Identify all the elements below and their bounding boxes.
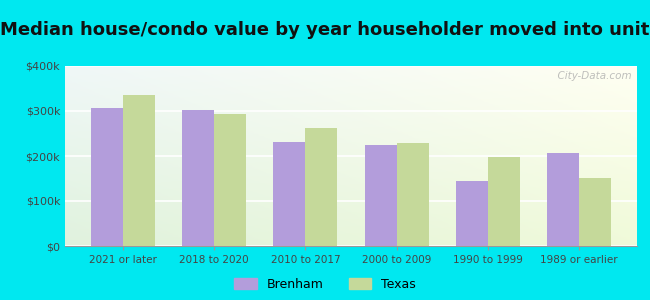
- Text: City-Data.com: City-Data.com: [551, 71, 631, 81]
- Bar: [182, 110, 214, 246]
- Bar: [306, 128, 337, 246]
- Bar: [274, 142, 305, 246]
- Bar: [365, 145, 396, 246]
- Text: Median house/condo value by year householder moved into unit: Median house/condo value by year househo…: [0, 21, 650, 39]
- Legend: Brenham, Texas: Brenham, Texas: [234, 278, 416, 291]
- Bar: [456, 181, 488, 246]
- Bar: [579, 178, 611, 246]
- Bar: [396, 143, 428, 246]
- Bar: [123, 95, 155, 246]
- Bar: [91, 108, 123, 246]
- Bar: [488, 157, 520, 246]
- Bar: [214, 114, 246, 246]
- Bar: [547, 153, 579, 246]
